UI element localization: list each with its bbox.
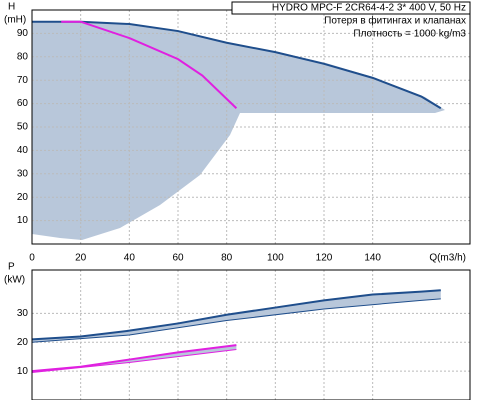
x-axis-label: Q(m3/h) [429,253,466,264]
x-tick-label: 140 [364,253,381,264]
y-tick-label: 10 [17,215,29,226]
y-tick-label: 30 [17,308,29,319]
y-tick-label: 90 [17,28,29,39]
power-band [32,290,441,343]
curve [31,298,441,343]
y-tick-label: 30 [17,168,29,179]
curve [31,289,441,341]
operating-range [32,22,445,240]
info-box [231,1,471,15]
y-tick-label: 50 [17,122,29,133]
annotation: HYDRO MPC-F 2CR64-4-2 3* 400 V, 50 Hz [272,3,466,14]
curve [61,20,238,110]
curve [31,344,237,373]
y-tick-label: 20 [17,192,29,203]
y-tick-label: 70 [17,75,29,86]
x-tick-label: 80 [221,253,233,264]
y-tick-label: 20 [17,337,29,348]
y-tick-label: 60 [17,98,29,109]
y-axis-label: H [8,2,15,13]
x-tick-label: 100 [267,253,284,264]
x-tick-label: 120 [316,253,333,264]
x-tick-label: 40 [124,253,136,264]
curve [32,20,442,110]
y-tick-label: 40 [17,145,29,156]
plot-frame [31,269,471,400]
y-axis-label: P [8,262,15,273]
y-tick-label: 10 [17,366,29,377]
x-tick-label: 20 [75,253,87,264]
x-tick-label: 0 [29,253,35,264]
y-tick-label: 80 [17,51,29,62]
y-axis-unit: (kW) [4,275,25,286]
x-tick-label: 60 [172,253,184,264]
annotation: Плотность = 1000 kg/m3 [353,29,466,40]
y-axis-unit: (mH) [4,15,26,26]
annotation: Потеря в фитингах и клапанах [324,15,466,27]
curve [31,348,237,374]
